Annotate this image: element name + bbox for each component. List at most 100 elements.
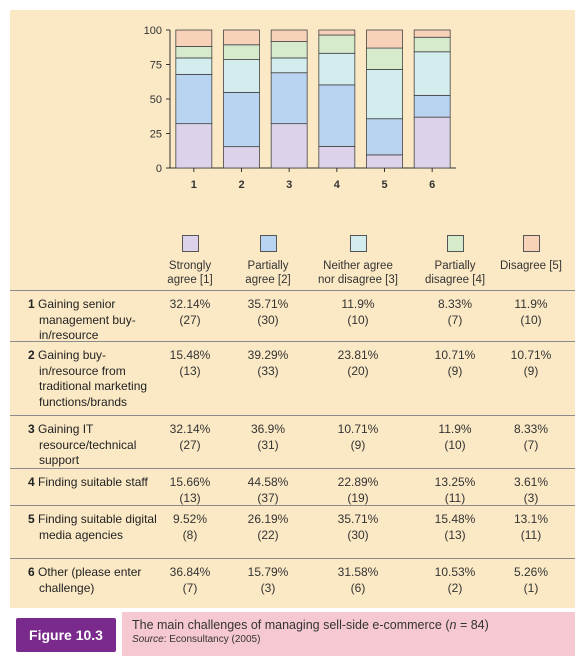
cell-count: (33) [257, 363, 279, 378]
bar-segment [270, 41, 308, 59]
table-row: 2 Gaining buy-in/resource from tradition… [10, 341, 575, 415]
cell-percent: 10.71% [510, 348, 552, 362]
cell-percent: 32.14% [169, 297, 211, 311]
legend-label: agree [2] [245, 274, 291, 286]
row-number: 5 [28, 512, 39, 526]
row-number: 3 [28, 422, 39, 436]
cell-count: (9) [447, 363, 463, 378]
cell-count: (27) [179, 312, 201, 327]
table-cell: 9.52% (8) [150, 512, 230, 543]
cell-count: (10) [347, 312, 369, 327]
table-cell: 11.9% (10) [491, 297, 571, 328]
x-tick-label: 4 [334, 179, 341, 191]
row-label: 2 Gaining buy-in/resource from tradition… [28, 348, 158, 410]
legend-label: Partially [247, 260, 289, 272]
row-text: Finding suitable staff [38, 475, 148, 489]
figure-caption: Figure 10.3 The main challenges of manag… [10, 612, 575, 656]
table-cell: 36.9% (31) [228, 422, 308, 453]
row-text: Gaining IT resource/technical support [38, 422, 137, 467]
bar-segment [270, 123, 308, 169]
legend-swatch [349, 235, 367, 252]
cell-count: (2) [447, 580, 463, 595]
x-tick-label: 3 [286, 179, 292, 191]
table-cell: 22.89% (19) [318, 475, 398, 506]
row-label: 5 Finding suitable digital media agencie… [28, 512, 158, 543]
cell-count: (7) [447, 312, 463, 327]
bar-segment [413, 29, 451, 38]
legend: Strongly agree [1] Partially agree [2] Neith… [10, 235, 575, 293]
table-row: 4 Finding suitable staff 15.66% (13) 44.58%… [10, 468, 575, 505]
caption-source: Source: Econsultancy (2005) [132, 634, 261, 645]
y-tick-label: 0 [156, 163, 162, 175]
bar-segment [175, 57, 213, 75]
row-number: 6 [28, 565, 39, 579]
y-tick-label: 50 [150, 94, 162, 106]
cell-percent: 26.19% [247, 512, 289, 526]
cell-count: (1) [523, 580, 539, 595]
bar-segment [366, 118, 403, 156]
cell-percent: 15.66% [169, 475, 211, 489]
bar-segment [223, 59, 260, 93]
table-cell: 10.53% (2) [415, 565, 495, 596]
bar-segment [175, 29, 213, 47]
cell-count: (7) [523, 437, 539, 452]
table-cell: 23.81% (20) [318, 348, 398, 379]
cell-count: (7) [182, 580, 198, 595]
cell-count: (3) [523, 490, 539, 505]
cell-count: (13) [444, 527, 466, 542]
cell-count: (3) [260, 580, 276, 595]
cell-percent: 11.9% [341, 297, 375, 311]
cell-count: (31) [257, 437, 279, 452]
table-cell: 15.48% (13) [150, 348, 230, 379]
table-cell: 31.58% (6) [318, 565, 398, 596]
row-text: Gaining buy-in/resource from traditional… [38, 348, 148, 409]
row-label: 1 Gaining senior management buy-in/resou… [28, 297, 158, 344]
table-cell: 35.71% (30) [318, 512, 398, 543]
cell-percent: 3.61% [513, 475, 549, 489]
cell-percent: 31.58% [337, 565, 379, 579]
table-cell: 11.9% (10) [415, 422, 495, 453]
bar-segment [270, 57, 308, 74]
legend-entry: Strongly agree [1] [145, 235, 235, 287]
bar-segment [223, 44, 260, 60]
row-text: Other (please enter challenge) [38, 565, 142, 595]
cell-count: (8) [182, 527, 198, 542]
cell-count: (19) [347, 490, 369, 505]
bar-segment [366, 69, 403, 120]
legend-entry: Partially disagree [4] [410, 235, 500, 287]
cell-percent: 15.48% [434, 512, 476, 526]
row-text: Gaining senior management buy-in/resourc… [38, 297, 136, 342]
cell-percent: 5.26% [513, 565, 549, 579]
cell-percent: 22.89% [337, 475, 379, 489]
table-row: 1 Gaining senior management buy-in/resou… [10, 290, 575, 344]
table-cell: 39.29% (33) [228, 348, 308, 379]
cell-percent: 8.33% [437, 297, 473, 311]
bar-segment [223, 92, 260, 148]
legend-label: Strongly [168, 260, 212, 272]
legend-swatch [446, 235, 464, 252]
bar-segment [366, 47, 403, 70]
bar-segment [270, 72, 308, 125]
table-cell: 10.71% (9) [491, 348, 571, 379]
caption-title: The main challenges of managing sell-sid… [132, 618, 489, 632]
legend-swatch [181, 235, 199, 252]
legend-entry: Partially agree [2] [223, 235, 313, 287]
x-tick-label: 5 [381, 179, 387, 191]
bar-segment [175, 123, 213, 169]
stacked-bar-chart: 0 25 50 75 100 1 2 3 4 5 6 [144, 25, 456, 191]
row-label: 4 Finding suitable staff [28, 475, 158, 491]
row-number: 4 [28, 475, 39, 489]
bar-segment [223, 29, 260, 46]
legend-swatch [522, 235, 540, 252]
legend-label: agree [1] [167, 274, 213, 286]
cell-percent: 15.48% [169, 348, 211, 362]
legend-label: Disagree [5] [499, 260, 562, 272]
table-cell: 13.1% (11) [491, 512, 571, 543]
figure-panel: 0 25 50 75 100 1 2 3 4 5 6 Strongly agree [1] Partia… [10, 10, 575, 608]
table-row: 5 Finding suitable digital media agencie… [10, 505, 575, 558]
x-tick-label: 6 [429, 179, 435, 191]
cell-count: (11) [444, 490, 466, 505]
bar-segment [366, 154, 403, 169]
bar-segment [366, 29, 403, 49]
y-tick-label: 75 [150, 60, 162, 72]
